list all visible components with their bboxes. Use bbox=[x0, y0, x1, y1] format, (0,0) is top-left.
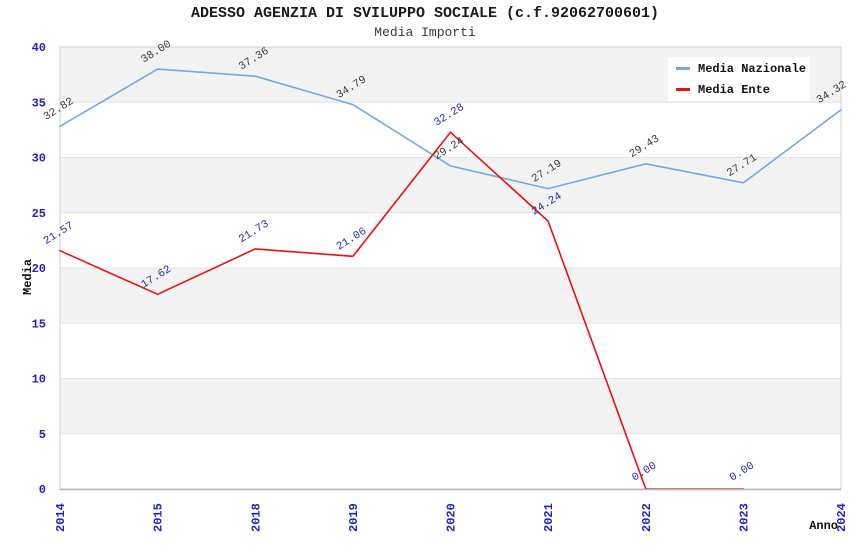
point-label: 32.28 bbox=[432, 102, 466, 130]
y-tick-label: 5 bbox=[39, 428, 46, 442]
legend-label: Media Ente bbox=[698, 82, 771, 97]
plot-series bbox=[59, 68, 842, 491]
y-axis-label: Media bbox=[21, 259, 35, 295]
y-tick-label: 35 bbox=[32, 96, 46, 110]
x-tick-label: 2020 bbox=[445, 503, 459, 532]
x-tick-label: 2014 bbox=[54, 503, 68, 532]
x-tick-label: 2015 bbox=[152, 503, 166, 532]
y-tick-label: 20 bbox=[32, 262, 46, 276]
chart-subtitle: Media Importi bbox=[374, 25, 476, 40]
y-tick-label: 10 bbox=[32, 373, 46, 387]
legend-item-media-ente: Media Ente bbox=[668, 81, 810, 99]
stripe-band bbox=[60, 268, 841, 324]
legend-line-sample bbox=[676, 88, 690, 91]
legend-item-media-nazionale: Media Nazionale bbox=[668, 60, 810, 78]
point-label: 29.43 bbox=[628, 133, 662, 161]
legend-label: Media Nazionale bbox=[698, 61, 807, 76]
stripe-band bbox=[60, 378, 841, 434]
legend: Media Nazionale Media Ente bbox=[668, 57, 810, 101]
legend-line-sample bbox=[676, 67, 690, 70]
page-title: ADESSO AGENZIA DI SVILUPPO SOCIALE (c.f.… bbox=[190, 5, 660, 22]
series-line-media-nazionale bbox=[59, 68, 842, 190]
point-label: 0.00 bbox=[630, 460, 659, 484]
y-tick-label: 0 bbox=[39, 483, 46, 497]
x-tick-label: 2024 bbox=[835, 503, 849, 532]
x-tick-label: 2023 bbox=[737, 503, 751, 532]
series-line-media-ente bbox=[59, 131, 745, 490]
point-label: 21.57 bbox=[42, 220, 76, 248]
x-axis-label: Anno bbox=[809, 519, 838, 533]
y-tick-label: 25 bbox=[32, 207, 46, 221]
y-tick-label: 15 bbox=[32, 317, 46, 331]
x-tick-label: 2018 bbox=[249, 503, 263, 532]
point-label: 0.00 bbox=[728, 460, 757, 484]
x-tick-label: 2021 bbox=[542, 503, 556, 532]
point-label: 21.06 bbox=[335, 226, 369, 254]
point-label: 21.73 bbox=[237, 218, 271, 246]
y-tick-label: 30 bbox=[32, 152, 46, 166]
plot-axes: Media Anno 0 5 10 15 20 25 30 35 40 2014 2015 2018 2… bbox=[21, 41, 849, 533]
y-tick-label: 40 bbox=[32, 41, 46, 55]
x-tick-label: 2019 bbox=[347, 503, 361, 532]
plot-background bbox=[59, 46, 842, 490]
x-tick-label: 2022 bbox=[640, 503, 654, 532]
